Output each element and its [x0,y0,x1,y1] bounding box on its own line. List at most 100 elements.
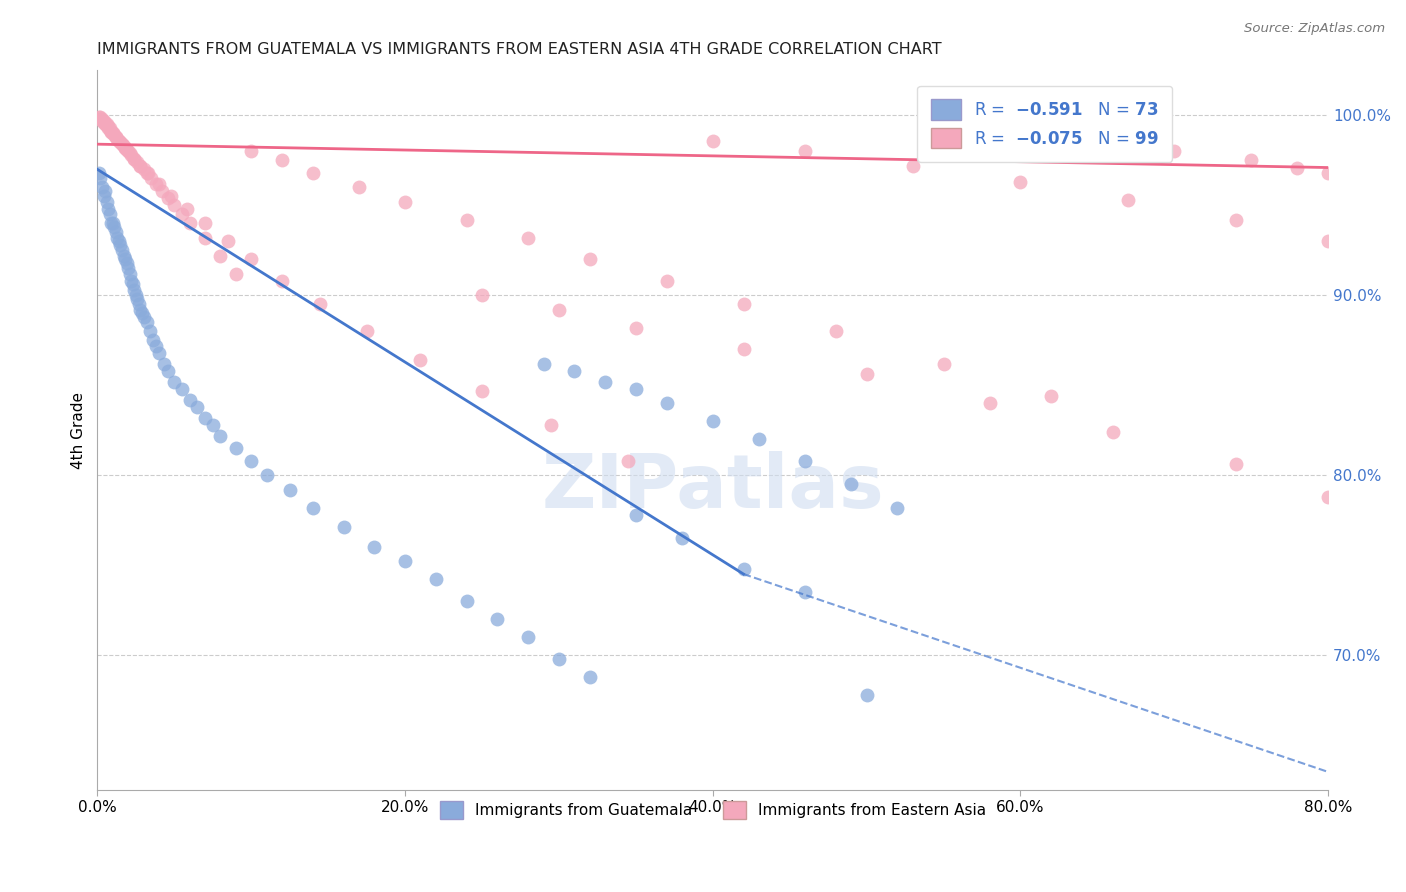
Point [108,134,131,148]
Point [186,400,208,414]
Point [115,256,138,270]
Point [124,283,146,297]
Point [278,483,301,497]
Point [548,651,571,665]
Point [94,117,117,131]
Point [655,274,678,288]
Point [91,113,114,128]
Point [271,274,294,288]
Point [135,315,157,329]
Point [548,302,571,317]
Point [217,235,239,249]
Point [114,141,136,155]
Point [132,162,155,177]
Point [179,392,201,407]
Point [240,252,263,267]
Point [578,670,600,684]
Point [145,177,167,191]
Point [163,198,186,212]
Point [671,531,693,545]
Point [120,148,142,162]
Point [124,152,146,166]
Point [129,159,152,173]
Point [347,180,370,194]
Point [794,454,817,468]
Point [886,500,908,515]
Point [748,432,770,446]
Point [104,225,127,239]
Point [160,189,183,203]
Point [103,219,125,234]
Point [170,382,193,396]
Point [141,171,163,186]
Point [89,171,111,186]
Point [148,346,170,360]
Point [128,297,150,311]
Point [94,115,117,129]
Point [932,357,955,371]
Point [93,115,115,129]
Point [101,216,124,230]
Point [240,454,263,468]
Point [794,145,817,159]
Point [104,130,127,145]
Point [271,153,294,168]
Point [100,125,122,139]
Point [111,137,134,152]
Point [91,180,114,194]
Point [533,357,555,371]
Point [117,145,139,159]
Point [855,368,877,382]
Point [135,166,157,180]
Point [142,333,165,347]
Point [855,688,877,702]
Point [125,288,148,302]
Point [131,306,153,320]
Point [96,119,118,133]
Point [136,166,159,180]
Point [1317,235,1340,249]
Point [145,338,167,352]
Point [100,216,122,230]
Point [96,117,118,131]
Point [309,297,332,311]
Point [225,267,247,281]
Point [517,630,540,644]
Point [702,134,724,148]
Point [901,159,924,173]
Y-axis label: 4th Grade: 4th Grade [72,392,86,468]
Point [471,384,494,398]
Point [624,508,647,522]
Point [127,292,149,306]
Point [127,155,149,169]
Point [118,267,141,281]
Point [1101,425,1123,439]
Point [517,230,540,244]
Point [702,414,724,428]
Point [1225,458,1247,472]
Point [87,166,110,180]
Point [101,127,124,141]
Point [201,417,224,432]
Point [593,375,616,389]
Point [111,244,134,258]
Point [108,134,131,148]
Point [194,410,217,425]
Point [733,343,755,357]
Point [471,288,494,302]
Point [91,112,114,126]
Text: ZIPatlas: ZIPatlas [541,451,884,524]
Point [105,230,128,244]
Point [112,139,135,153]
Point [110,238,132,252]
Point [108,235,131,249]
Point [93,189,115,203]
Point [94,184,117,198]
Point [138,324,160,338]
Point [114,252,136,267]
Point [163,375,186,389]
Point [148,177,170,191]
Point [87,110,110,124]
Point [409,353,432,368]
Point [98,120,121,135]
